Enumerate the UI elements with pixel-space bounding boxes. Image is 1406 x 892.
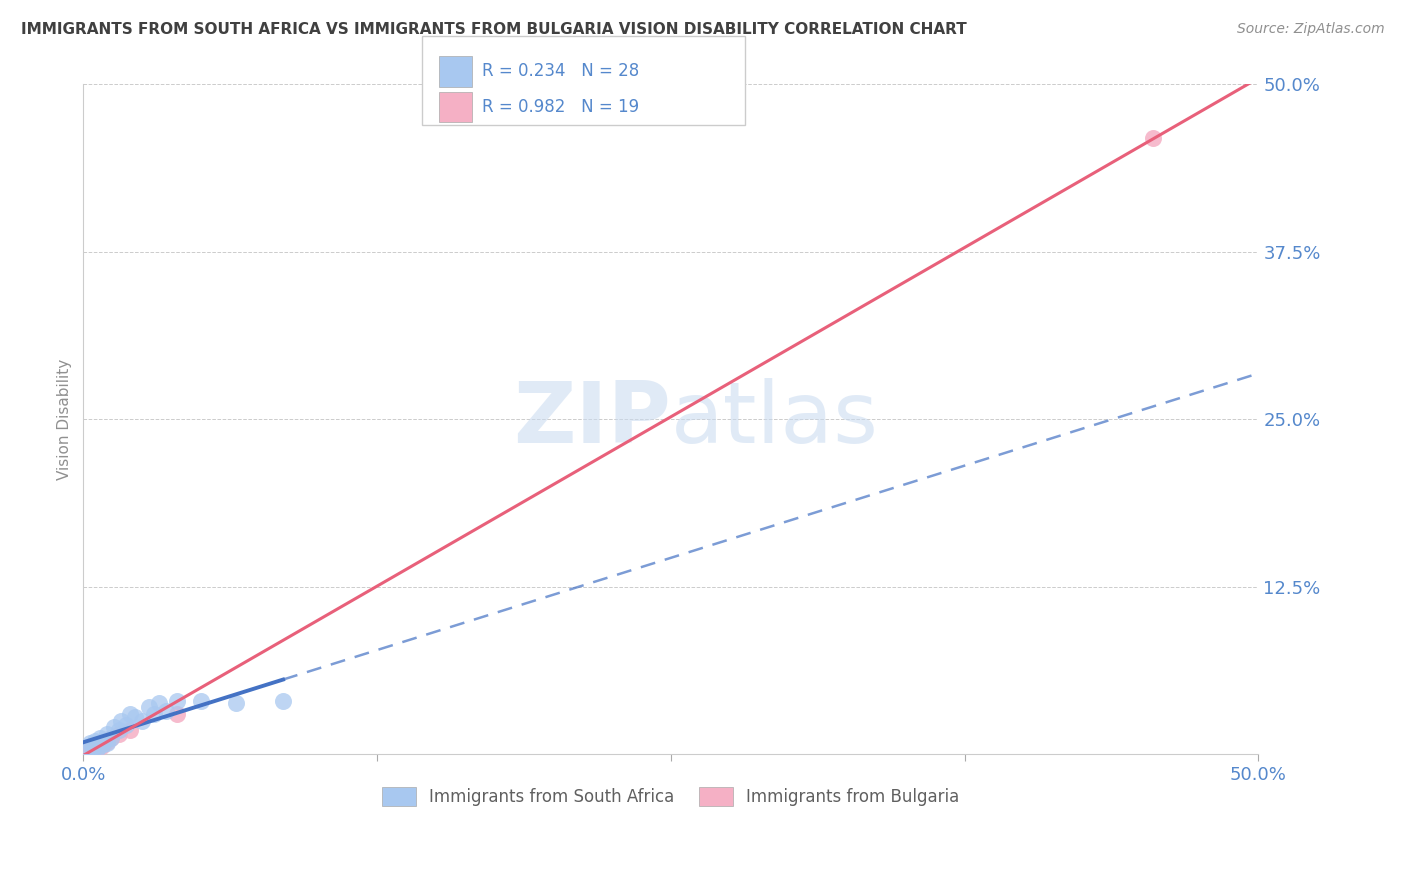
Point: [84, 742, 107, 756]
Point: [84, 739, 107, 754]
Point: [79, 745, 101, 759]
Point: [84, 739, 107, 754]
Point: [89, 735, 111, 749]
Point: [79, 742, 101, 756]
Point: [190, 693, 212, 707]
Point: [93, 734, 115, 748]
Point: [100, 731, 122, 746]
Point: [114, 717, 136, 731]
Point: [103, 720, 125, 734]
Point: [89, 731, 111, 746]
Point: [96, 737, 118, 751]
Point: [91, 739, 114, 754]
Point: [89, 738, 111, 752]
Point: [84, 734, 107, 748]
Point: [93, 737, 115, 751]
Text: R = 0.234   N = 28: R = 0.234 N = 28: [482, 62, 640, 80]
Legend: Immigrants from South Africa, Immigrants from Bulgaria: Immigrants from South Africa, Immigrants…: [375, 780, 966, 813]
Text: Source: ZipAtlas.com: Source: ZipAtlas.com: [1237, 22, 1385, 37]
Point: [79, 737, 101, 751]
Text: atlas: atlas: [671, 378, 879, 461]
Point: [86, 742, 108, 756]
Point: [120, 723, 142, 737]
Text: R = 0.982   N = 19: R = 0.982 N = 19: [482, 98, 640, 116]
Point: [77, 740, 100, 755]
Point: [120, 706, 142, 721]
Point: [96, 727, 118, 741]
Point: [148, 696, 170, 710]
Point: [225, 696, 247, 710]
Point: [131, 714, 153, 728]
Point: [271, 693, 294, 707]
Point: [107, 727, 129, 741]
Point: [82, 740, 104, 755]
Point: [86, 740, 108, 755]
Point: [75, 746, 97, 760]
Text: IMMIGRANTS FROM SOUTH AFRICA VS IMMIGRANTS FROM BULGARIA VISION DISABILITY CORRE: IMMIGRANTS FROM SOUTH AFRICA VS IMMIGRAN…: [21, 22, 967, 37]
Point: [82, 743, 104, 757]
Point: [138, 700, 160, 714]
Point: [166, 706, 188, 721]
Point: [142, 706, 165, 721]
Point: [96, 735, 118, 749]
Point: [82, 743, 104, 757]
Point: [1142, 131, 1164, 145]
Point: [77, 743, 100, 757]
Point: [155, 704, 177, 718]
Point: [107, 723, 129, 737]
Point: [124, 709, 146, 723]
Point: [100, 731, 122, 746]
Y-axis label: Vision Disability: Vision Disability: [58, 359, 72, 480]
Point: [110, 714, 132, 728]
Point: [77, 745, 100, 759]
Point: [91, 738, 114, 752]
Point: [166, 693, 188, 707]
Text: ZIP: ZIP: [513, 378, 671, 461]
